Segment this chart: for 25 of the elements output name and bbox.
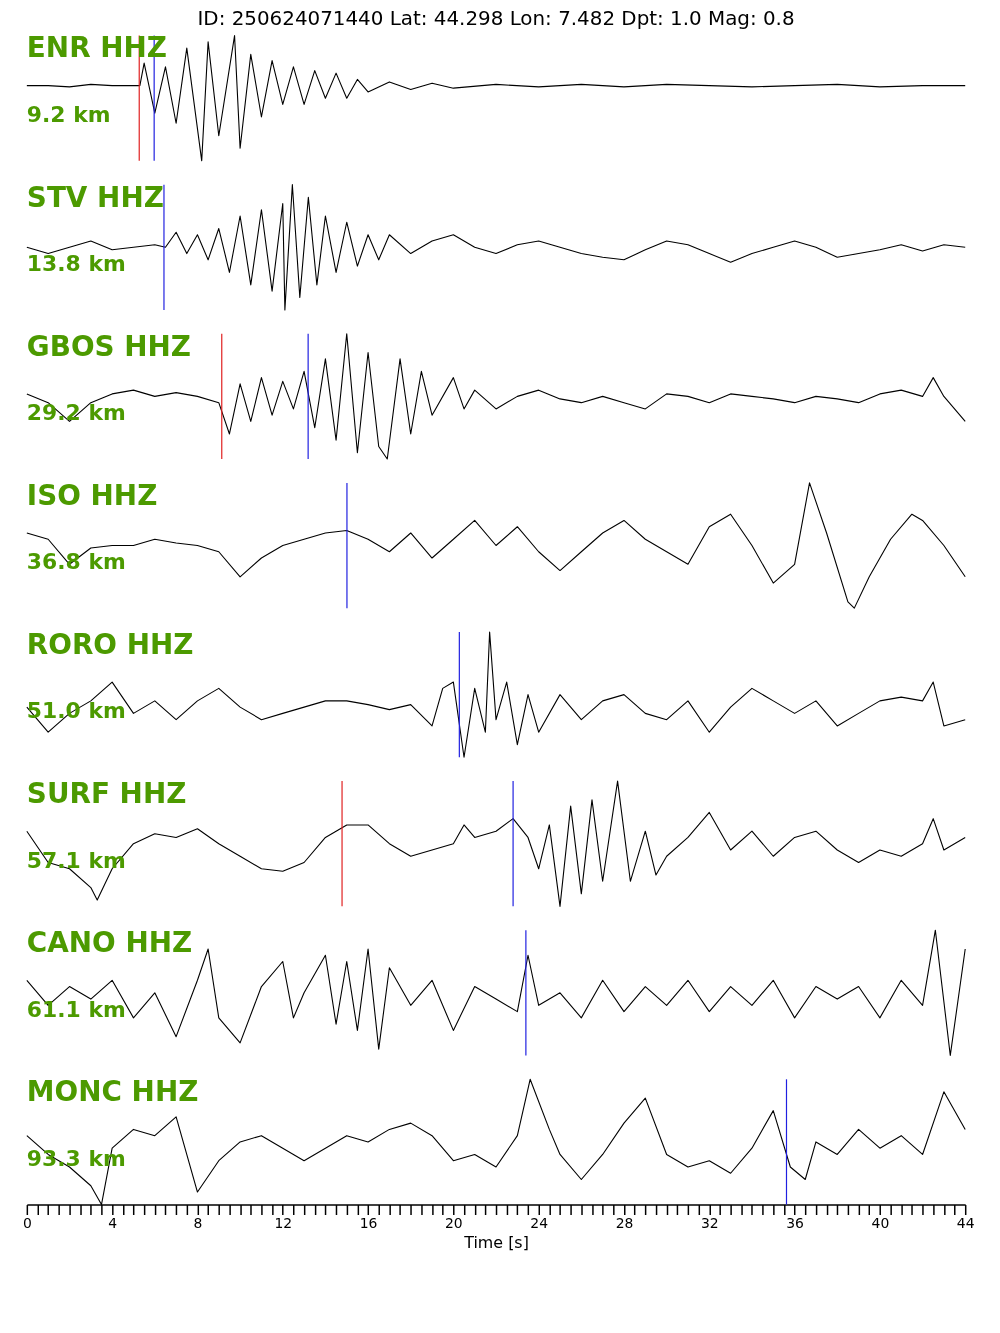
x-tick-label: 28 [615,1214,634,1231]
annotation: CANO HHZ [26,926,193,960]
x-tick-label: 0 [22,1214,32,1231]
annotation: MONC HHZ [26,1075,199,1109]
x-tick-label: 8 [193,1214,203,1231]
x-tick-label: 44 [956,1214,975,1231]
annotation: RORO HHZ [26,627,194,661]
x-tick-label: 24 [530,1214,549,1231]
annotation: SURF HHZ [26,776,187,810]
annotation: GBOS HHZ [26,329,192,363]
annotation: ISO HHZ [26,478,158,512]
annotation: 9.2 km [26,102,111,128]
x-tick-label: 12 [274,1214,293,1231]
annotation: STV HHZ [26,180,164,214]
annotation: 13.8 km [26,251,126,277]
x-tick-label: 20 [445,1214,463,1231]
x-tick-label: 40 [871,1214,890,1231]
x-tick-label: 32 [700,1214,719,1231]
x-tick-label: 16 [359,1214,378,1231]
chart-title: ID: 250624071440 Lat: 44.298 Lon: 7.482 Dpt: 1.0 Mag: 0.8 [197,7,795,31]
x-tick-label: 36 [786,1214,804,1231]
x-axis-title: Time [s] [463,1232,529,1252]
x-tick-label: 4 [108,1214,118,1231]
annotation: 36.8 km [26,549,126,575]
annotation: 61.1 km [26,996,126,1022]
